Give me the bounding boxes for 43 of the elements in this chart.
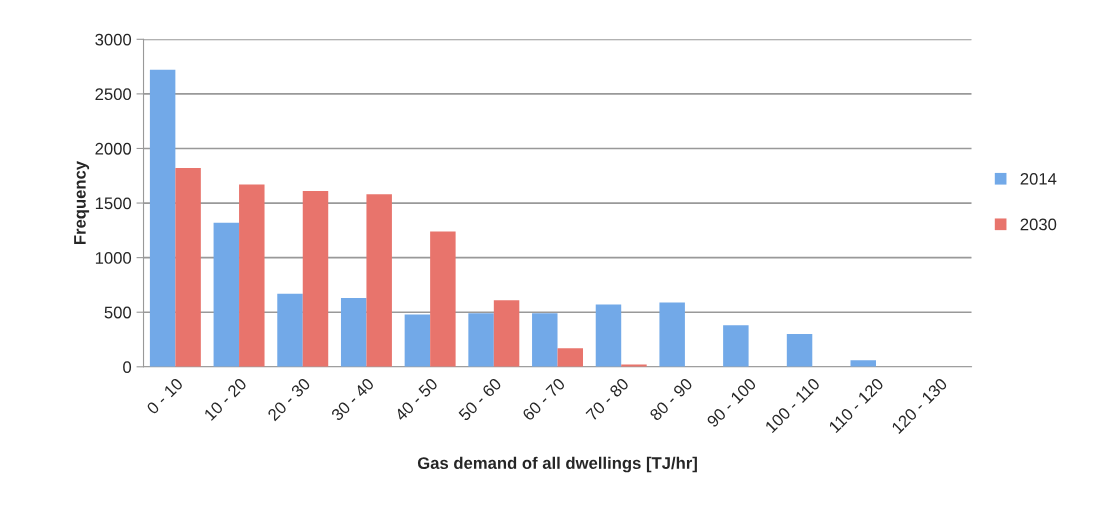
- x-tick-label: 30 - 40: [330, 377, 375, 422]
- bar: [493, 300, 520, 367]
- bar: [366, 194, 392, 367]
- y-tick-label: 2000: [95, 142, 132, 155]
- bar: [302, 191, 329, 367]
- bar: [239, 184, 265, 367]
- y-axis-title: Frequency: [74, 160, 90, 245]
- x-tick-label: 0 - 10: [146, 377, 184, 415]
- bar: [277, 293, 303, 367]
- x-tick-label: 120 - 130: [891, 377, 948, 435]
- x-tick-label: 110 - 120: [828, 377, 885, 434]
- x-tick-label: 80 - 90: [649, 377, 694, 422]
- x-tick-label: 20 - 30: [266, 377, 311, 422]
- bar: [595, 304, 622, 367]
- y-tick-label: 1500: [95, 197, 132, 210]
- bar: [786, 334, 813, 367]
- legend-label: 2030: [1020, 218, 1057, 231]
- y-tick-label: 1000: [95, 252, 132, 264]
- bar: [340, 298, 367, 367]
- x-axis-title: Gas demand of all dwellings [TJ/hr]: [417, 456, 697, 473]
- bar: [213, 222, 240, 367]
- y-tick-label: 0: [123, 361, 132, 373]
- x-tick-label: 60 - 70: [521, 377, 566, 422]
- x-tick-label: 10 - 20: [203, 377, 248, 421]
- bar: [659, 302, 685, 367]
- x-tick-label: 40 - 50: [394, 377, 439, 422]
- y-tick-label: 500: [104, 306, 132, 319]
- y-tick-label: 3000: [95, 33, 132, 46]
- x-tick-label: 90 - 100: [706, 377, 757, 428]
- x-tick-label: 100 - 110: [764, 377, 821, 434]
- bar: [532, 313, 558, 367]
- x-tick-label: 70 - 80: [585, 377, 630, 422]
- bar: [404, 314, 431, 367]
- bar: [557, 348, 583, 367]
- bar: [468, 313, 494, 367]
- x-tick-label: 50 - 60: [457, 377, 503, 422]
- bar: [175, 168, 201, 367]
- bar: [149, 69, 176, 367]
- y-tick-label: 2500: [95, 88, 132, 101]
- bar: [430, 231, 456, 367]
- bar: [723, 325, 749, 367]
- legend-label: 2014: [1020, 172, 1057, 185]
- bar: [850, 360, 876, 367]
